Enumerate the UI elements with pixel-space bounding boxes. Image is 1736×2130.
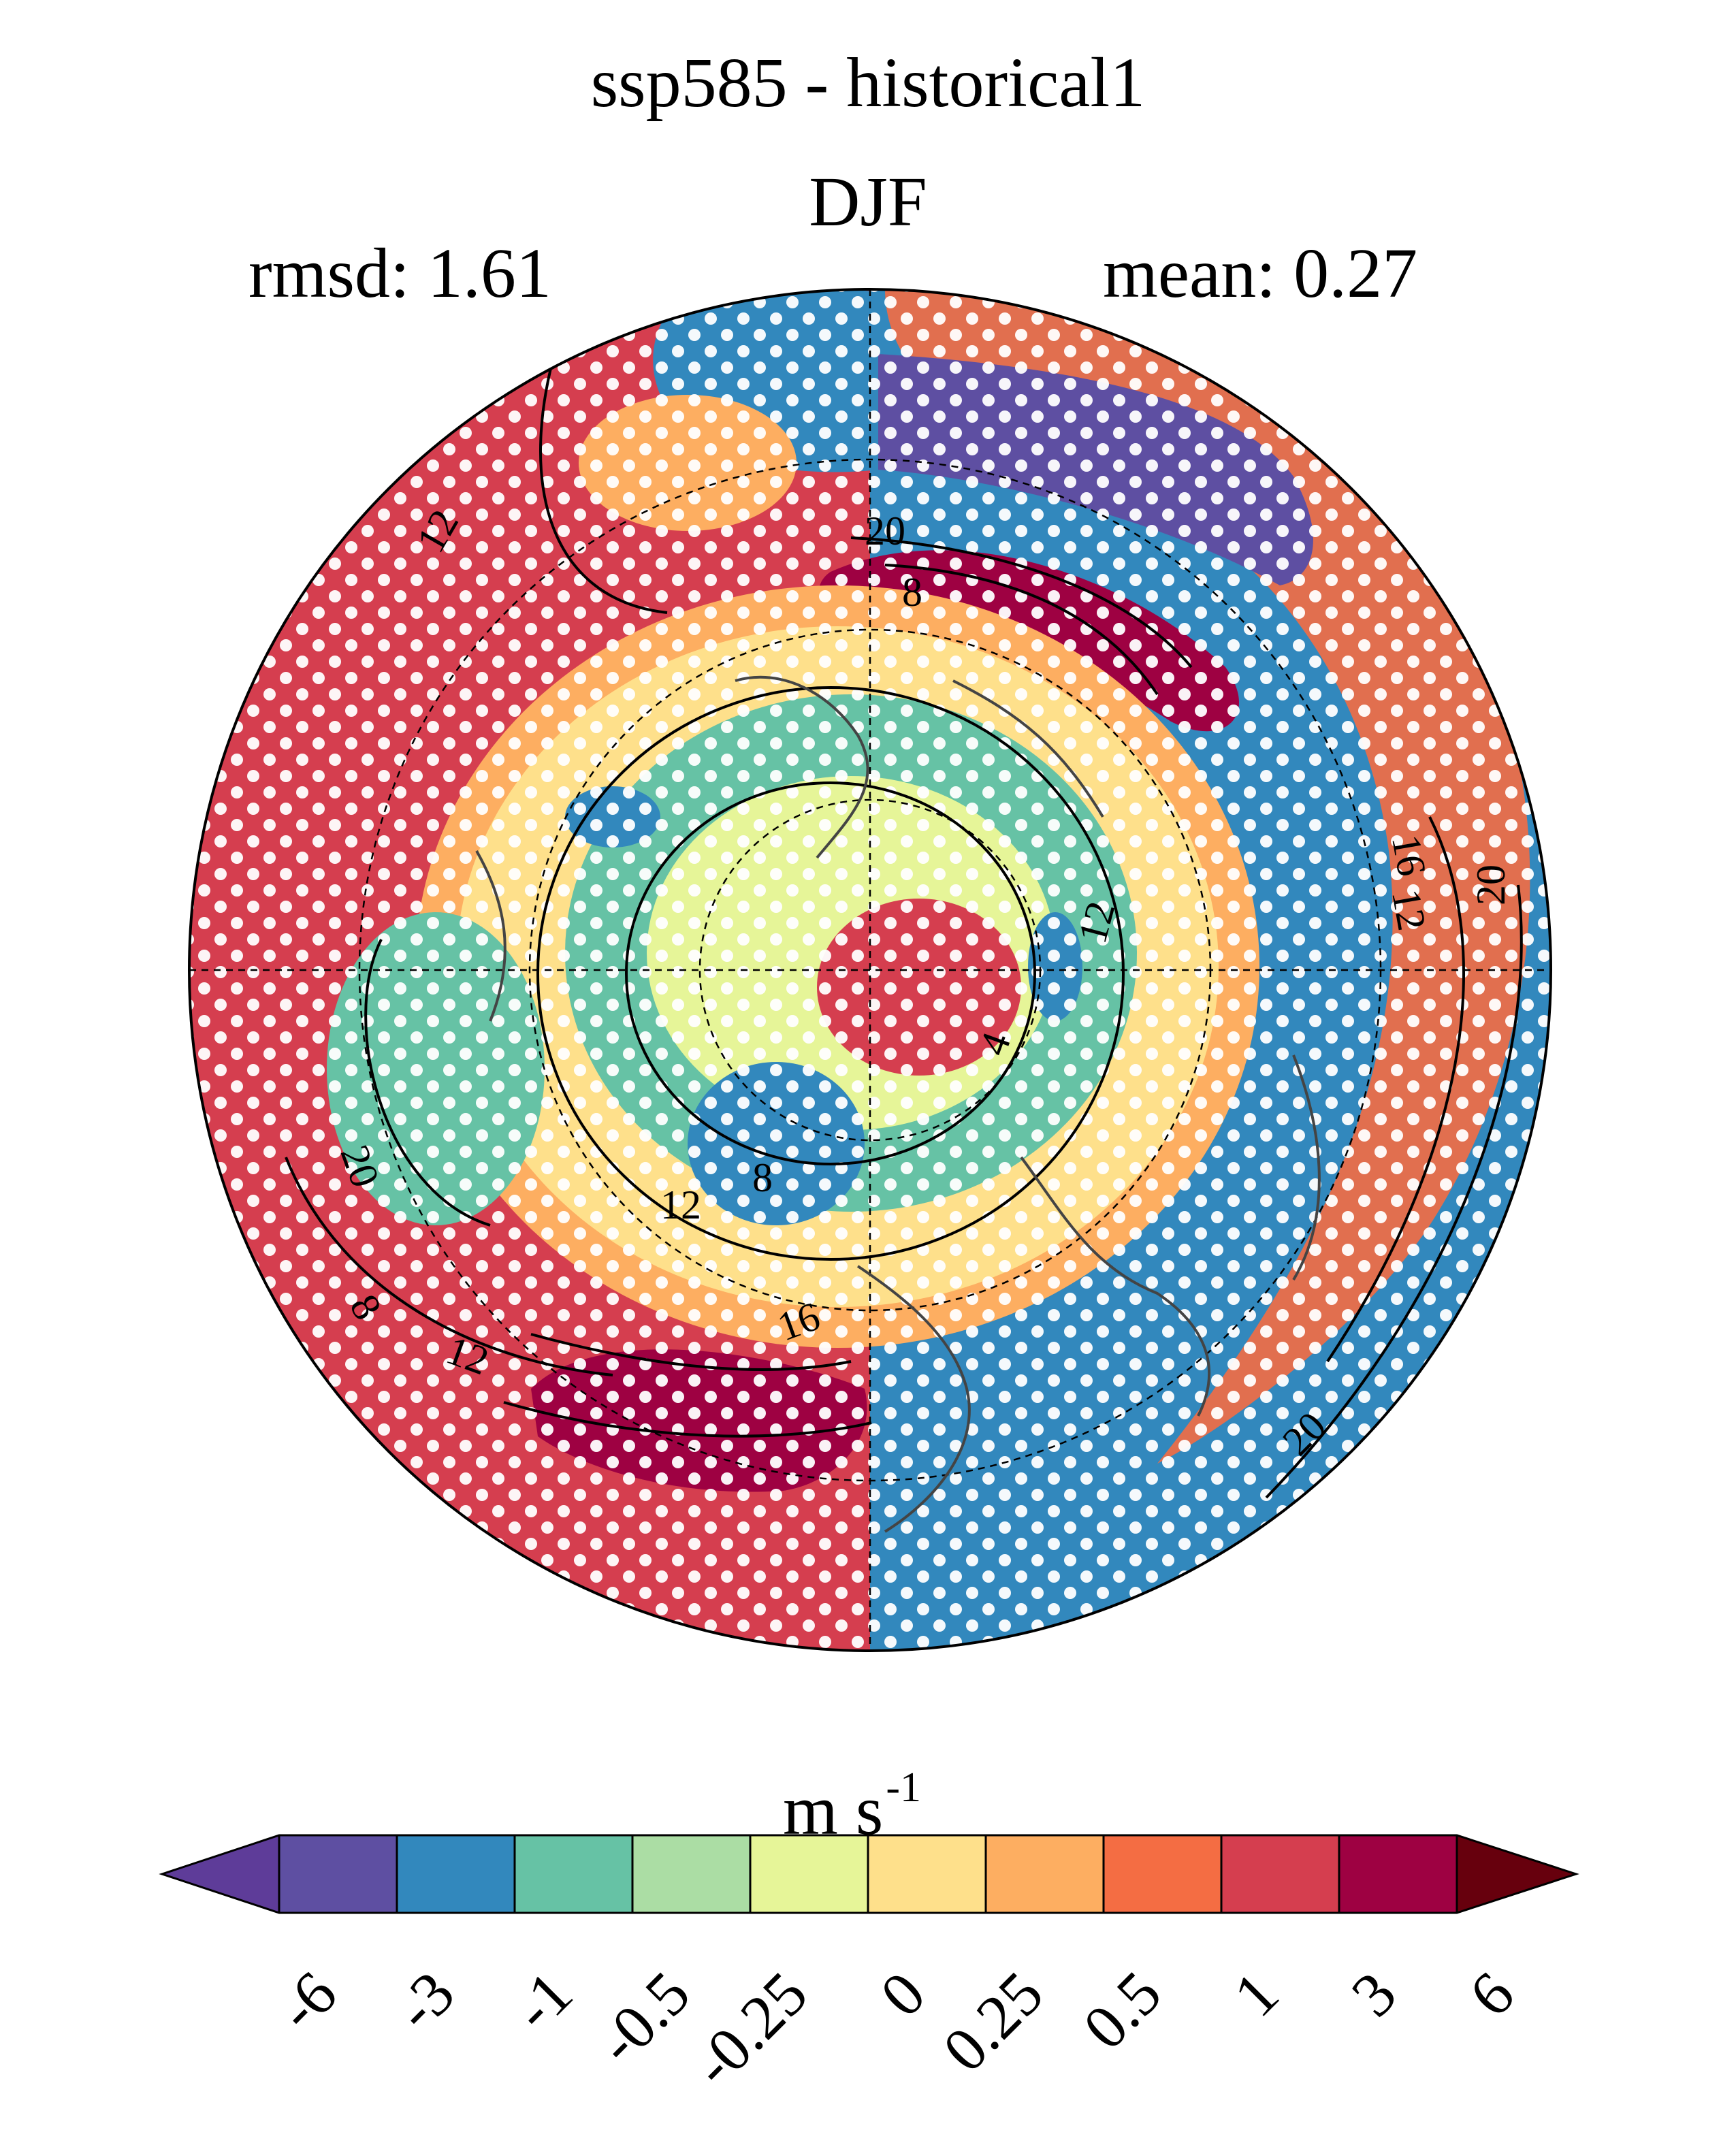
colorbar-bin bbox=[750, 1835, 869, 1913]
contour-label: 8 bbox=[902, 570, 922, 615]
map-field bbox=[189, 289, 1551, 1651]
colorbar-bin bbox=[986, 1835, 1104, 1913]
title-line-2: DJF bbox=[809, 163, 927, 241]
contour-label: 20 bbox=[1468, 865, 1513, 905]
contour-label: 8 bbox=[752, 1155, 773, 1200]
contour-label: 16 bbox=[1383, 831, 1434, 880]
title-line-1: ssp585 - historical1 bbox=[590, 44, 1146, 122]
mean-stat: mean: 0.27 bbox=[1103, 234, 1418, 312]
contour-label: 12 bbox=[660, 1182, 701, 1227]
colorbar-bin bbox=[868, 1835, 986, 1913]
colorbar-bin bbox=[632, 1835, 751, 1913]
colorbar-bin bbox=[515, 1835, 633, 1913]
colorbar-over-triangle bbox=[1457, 1835, 1576, 1913]
lat-lon-grid bbox=[189, 289, 1551, 1651]
colorbar-bin bbox=[1104, 1835, 1222, 1913]
colorbar-under-triangle bbox=[162, 1835, 279, 1913]
contour-label: 12 bbox=[1383, 886, 1434, 934]
contour-label: 20 bbox=[865, 509, 905, 553]
colorbar-units: m s-1 bbox=[783, 1764, 922, 1850]
colorbar-bin bbox=[1339, 1835, 1458, 1913]
colorbar-bin bbox=[397, 1835, 515, 1913]
colorbar-bin bbox=[279, 1835, 398, 1913]
contour-lines bbox=[285, 340, 1523, 1499]
colorbar-bin bbox=[1221, 1835, 1340, 1913]
rmsd-stat: rmsd: 1.61 bbox=[248, 234, 551, 312]
coastlines bbox=[475, 675, 1321, 1533]
map-border bbox=[188, 288, 1552, 1652]
